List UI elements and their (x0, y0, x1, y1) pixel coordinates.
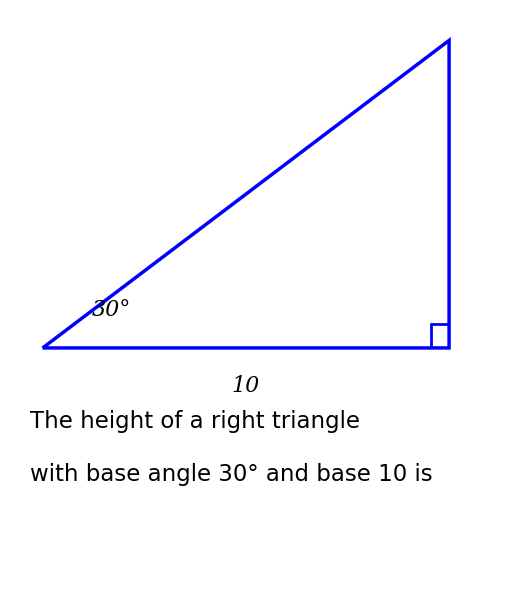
Text: with base angle 30° and base 10 is: with base angle 30° and base 10 is (30, 463, 433, 486)
Text: 10: 10 (232, 375, 260, 396)
Text: 30°: 30° (91, 299, 131, 322)
Text: The height of a right triangle: The height of a right triangle (30, 410, 361, 433)
